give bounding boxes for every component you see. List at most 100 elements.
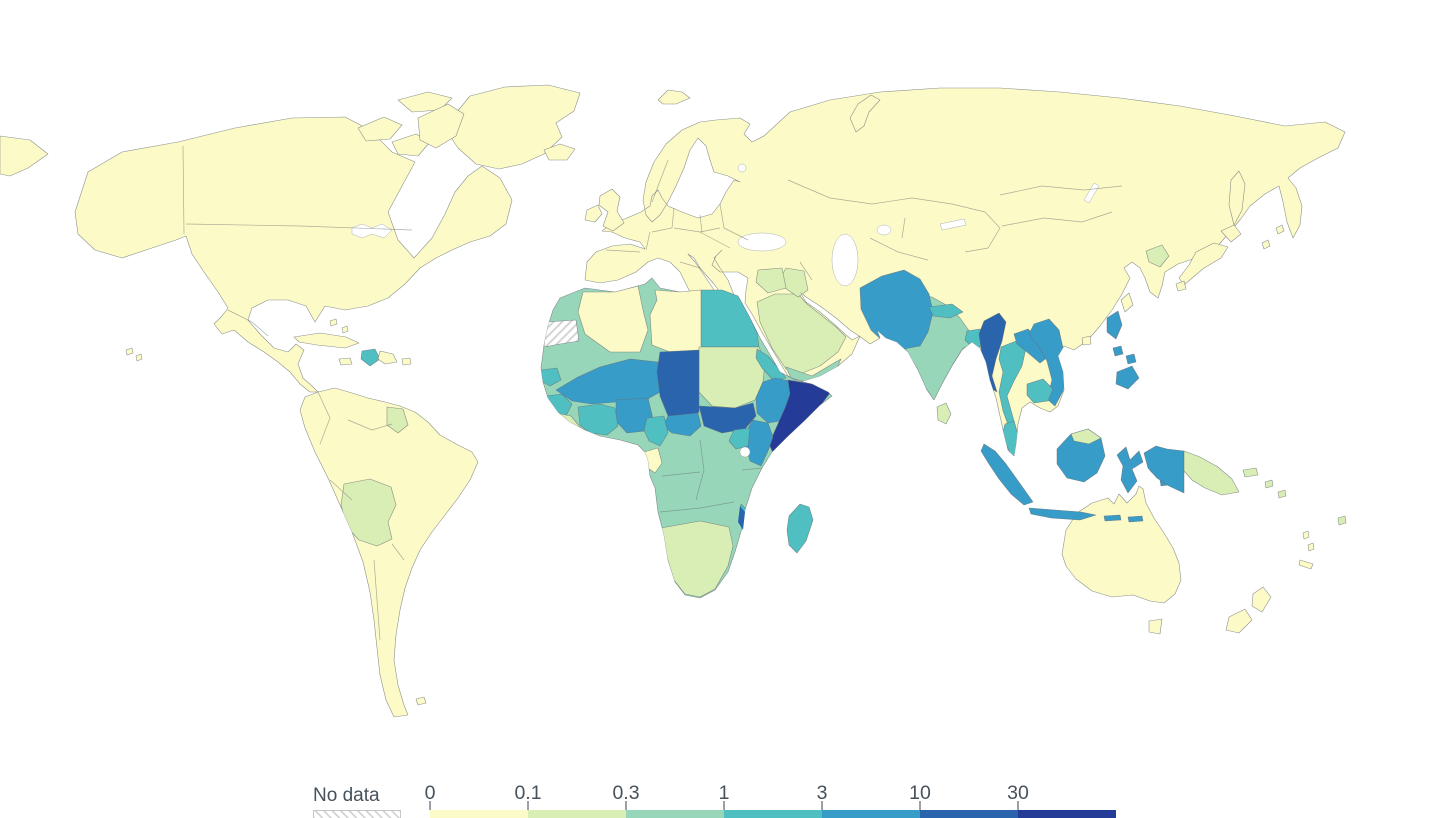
border-peru-bolivia bbox=[329, 479, 353, 501]
legend-tick-mark-3 bbox=[723, 801, 725, 810]
island-hawaii-2[interactable] bbox=[135, 353, 143, 362]
island-lesser-sunda-1[interactable] bbox=[1103, 514, 1122, 522]
chukotka-west-wrap[interactable] bbox=[0, 135, 49, 177]
border-poland-ukraine bbox=[699, 214, 703, 233]
country-sri-lanka[interactable] bbox=[936, 402, 952, 425]
country-south-sudan[interactable] bbox=[698, 402, 757, 434]
country-cameroon[interactable] bbox=[643, 415, 669, 447]
country-north-korea[interactable] bbox=[1145, 244, 1170, 268]
country-borders bbox=[182, 145, 1123, 641]
country-taiwan[interactable] bbox=[1120, 292, 1134, 313]
country-vanuatu-2[interactable] bbox=[1307, 542, 1315, 552]
country-nepal[interactable] bbox=[928, 303, 964, 319]
country-cambodia[interactable] bbox=[1026, 378, 1054, 404]
country-haiti[interactable] bbox=[360, 348, 381, 367]
arctic-island-2[interactable] bbox=[397, 91, 453, 113]
island-kuril-1[interactable] bbox=[1261, 239, 1271, 250]
africa-countries bbox=[541, 285, 831, 598]
country-uganda[interactable] bbox=[728, 427, 751, 450]
country-philippines-visayas-2[interactable] bbox=[1125, 353, 1137, 365]
legend-segment-30-plus[interactable] bbox=[1018, 810, 1116, 818]
country-philippines-visayas-1[interactable] bbox=[1112, 345, 1124, 357]
legend-tick-label-5: 10 bbox=[909, 782, 931, 804]
legend-tick-label-6: 30 bbox=[1007, 782, 1029, 804]
border-central-asia bbox=[869, 237, 929, 261]
island-novaya-zemlya[interactable] bbox=[849, 94, 881, 133]
island-hainan[interactable] bbox=[1081, 335, 1092, 346]
country-new-zealand-north[interactable] bbox=[1251, 586, 1272, 613]
island-hawaii-1[interactable] bbox=[125, 347, 134, 356]
country-japan-hokkaido[interactable] bbox=[1220, 224, 1242, 243]
island-tasmania[interactable] bbox=[1148, 618, 1163, 635]
island-lesser-sunda-2[interactable] bbox=[1127, 515, 1144, 523]
country-algeria[interactable] bbox=[577, 285, 649, 353]
country-vanuatu-1[interactable] bbox=[1302, 530, 1310, 540]
country-ireland[interactable] bbox=[584, 204, 603, 223]
island-puerto-rico[interactable] bbox=[401, 357, 412, 366]
island-kuril-2[interactable] bbox=[1275, 224, 1285, 235]
country-united-kingdom[interactable] bbox=[598, 188, 625, 232]
country-fiji[interactable] bbox=[1337, 515, 1347, 526]
legend-segment-0-0.1[interactable] bbox=[430, 810, 528, 818]
legend-segment-3-10[interactable] bbox=[822, 810, 920, 818]
country-solomon-islands-1[interactable] bbox=[1264, 479, 1274, 489]
legend-tick-mark-2 bbox=[625, 801, 627, 810]
country-philippines-luzon[interactable] bbox=[1106, 310, 1123, 340]
island-bahamas-1[interactable] bbox=[329, 318, 338, 327]
country-ghana-ivory-coast[interactable] bbox=[577, 403, 619, 436]
country-philippines-mindanao[interactable] bbox=[1115, 365, 1140, 390]
border-germany-poland bbox=[651, 207, 675, 233]
island-new-britain[interactable] bbox=[1242, 467, 1259, 478]
border-us-canada bbox=[185, 223, 413, 231]
arctic-island-1[interactable] bbox=[357, 116, 403, 142]
legend-segment-1-3[interactable] bbox=[724, 810, 822, 818]
border-venezuela-brazil bbox=[347, 419, 393, 431]
landmass-north-america[interactable] bbox=[74, 116, 513, 393]
legend-tick-label-1: 0.1 bbox=[514, 782, 542, 804]
island-sumatra[interactable] bbox=[980, 443, 1034, 506]
legend-segment-10-30[interactable] bbox=[920, 810, 1018, 818]
island-svalbard[interactable] bbox=[657, 89, 691, 105]
legend-tick-label-4: 3 bbox=[816, 782, 828, 804]
island-sulawesi[interactable] bbox=[1116, 446, 1144, 494]
legend-segment-0.1-0.3[interactable] bbox=[528, 810, 626, 818]
legend-tick-mark-0 bbox=[429, 801, 431, 810]
border-belarus-russia bbox=[719, 203, 725, 229]
country-solomon-islands-2[interactable] bbox=[1277, 489, 1287, 499]
island-bahamas-2[interactable] bbox=[341, 325, 349, 334]
legend-color-bar bbox=[430, 810, 1116, 818]
country-vietnam[interactable] bbox=[1028, 318, 1067, 407]
legend-tick-mark-4 bbox=[821, 801, 823, 810]
country-madagascar[interactable] bbox=[786, 503, 814, 554]
legend-no-data-label: No data bbox=[313, 785, 380, 806]
country-new-zealand-south[interactable] bbox=[1225, 608, 1253, 634]
island-java[interactable] bbox=[1028, 507, 1097, 521]
country-japan-honshu[interactable] bbox=[1178, 242, 1229, 286]
country-iceland[interactable] bbox=[543, 143, 576, 161]
landmass-greenland[interactable] bbox=[447, 84, 581, 170]
border-alaska-canada bbox=[182, 145, 185, 235]
country-jamaica[interactable] bbox=[338, 357, 353, 366]
country-papua-new-guinea[interactable] bbox=[1183, 450, 1240, 496]
country-japan-kyushu[interactable] bbox=[1175, 280, 1187, 292]
country-senegal[interactable] bbox=[541, 367, 562, 387]
country-guyana[interactable] bbox=[386, 406, 409, 434]
border-ukraine-russia bbox=[723, 227, 749, 241]
country-cuba[interactable] bbox=[293, 332, 360, 349]
legend-no-data-swatch[interactable] bbox=[313, 810, 401, 818]
border-us-mexico bbox=[227, 309, 269, 337]
country-dominican-republic[interactable] bbox=[377, 350, 398, 365]
island-sakhalin[interactable] bbox=[1228, 170, 1246, 226]
legend-segment-0.3-1[interactable] bbox=[626, 810, 724, 818]
country-afghanistan-pakistan[interactable] bbox=[859, 269, 934, 350]
island-falkland[interactable] bbox=[415, 696, 427, 706]
country-syria-jordan[interactable] bbox=[755, 267, 787, 294]
country-sudan[interactable] bbox=[698, 346, 766, 409]
island-new-guinea-west[interactable] bbox=[1143, 445, 1185, 494]
landmass-eurasia[interactable] bbox=[584, 87, 1346, 457]
eurasia-countries bbox=[755, 244, 1170, 456]
arctic-island-baffin[interactable] bbox=[417, 103, 465, 149]
island-borneo-north-malaysia[interactable] bbox=[1070, 428, 1102, 445]
island-new-caledonia[interactable] bbox=[1298, 559, 1314, 570]
